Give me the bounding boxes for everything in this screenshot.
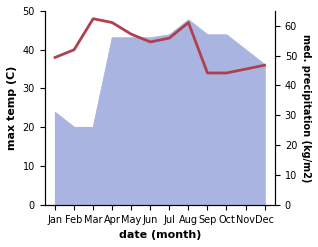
Y-axis label: med. precipitation (kg/m2): med. precipitation (kg/m2) [301, 34, 311, 182]
X-axis label: date (month): date (month) [119, 230, 201, 240]
Y-axis label: max temp (C): max temp (C) [7, 66, 17, 150]
